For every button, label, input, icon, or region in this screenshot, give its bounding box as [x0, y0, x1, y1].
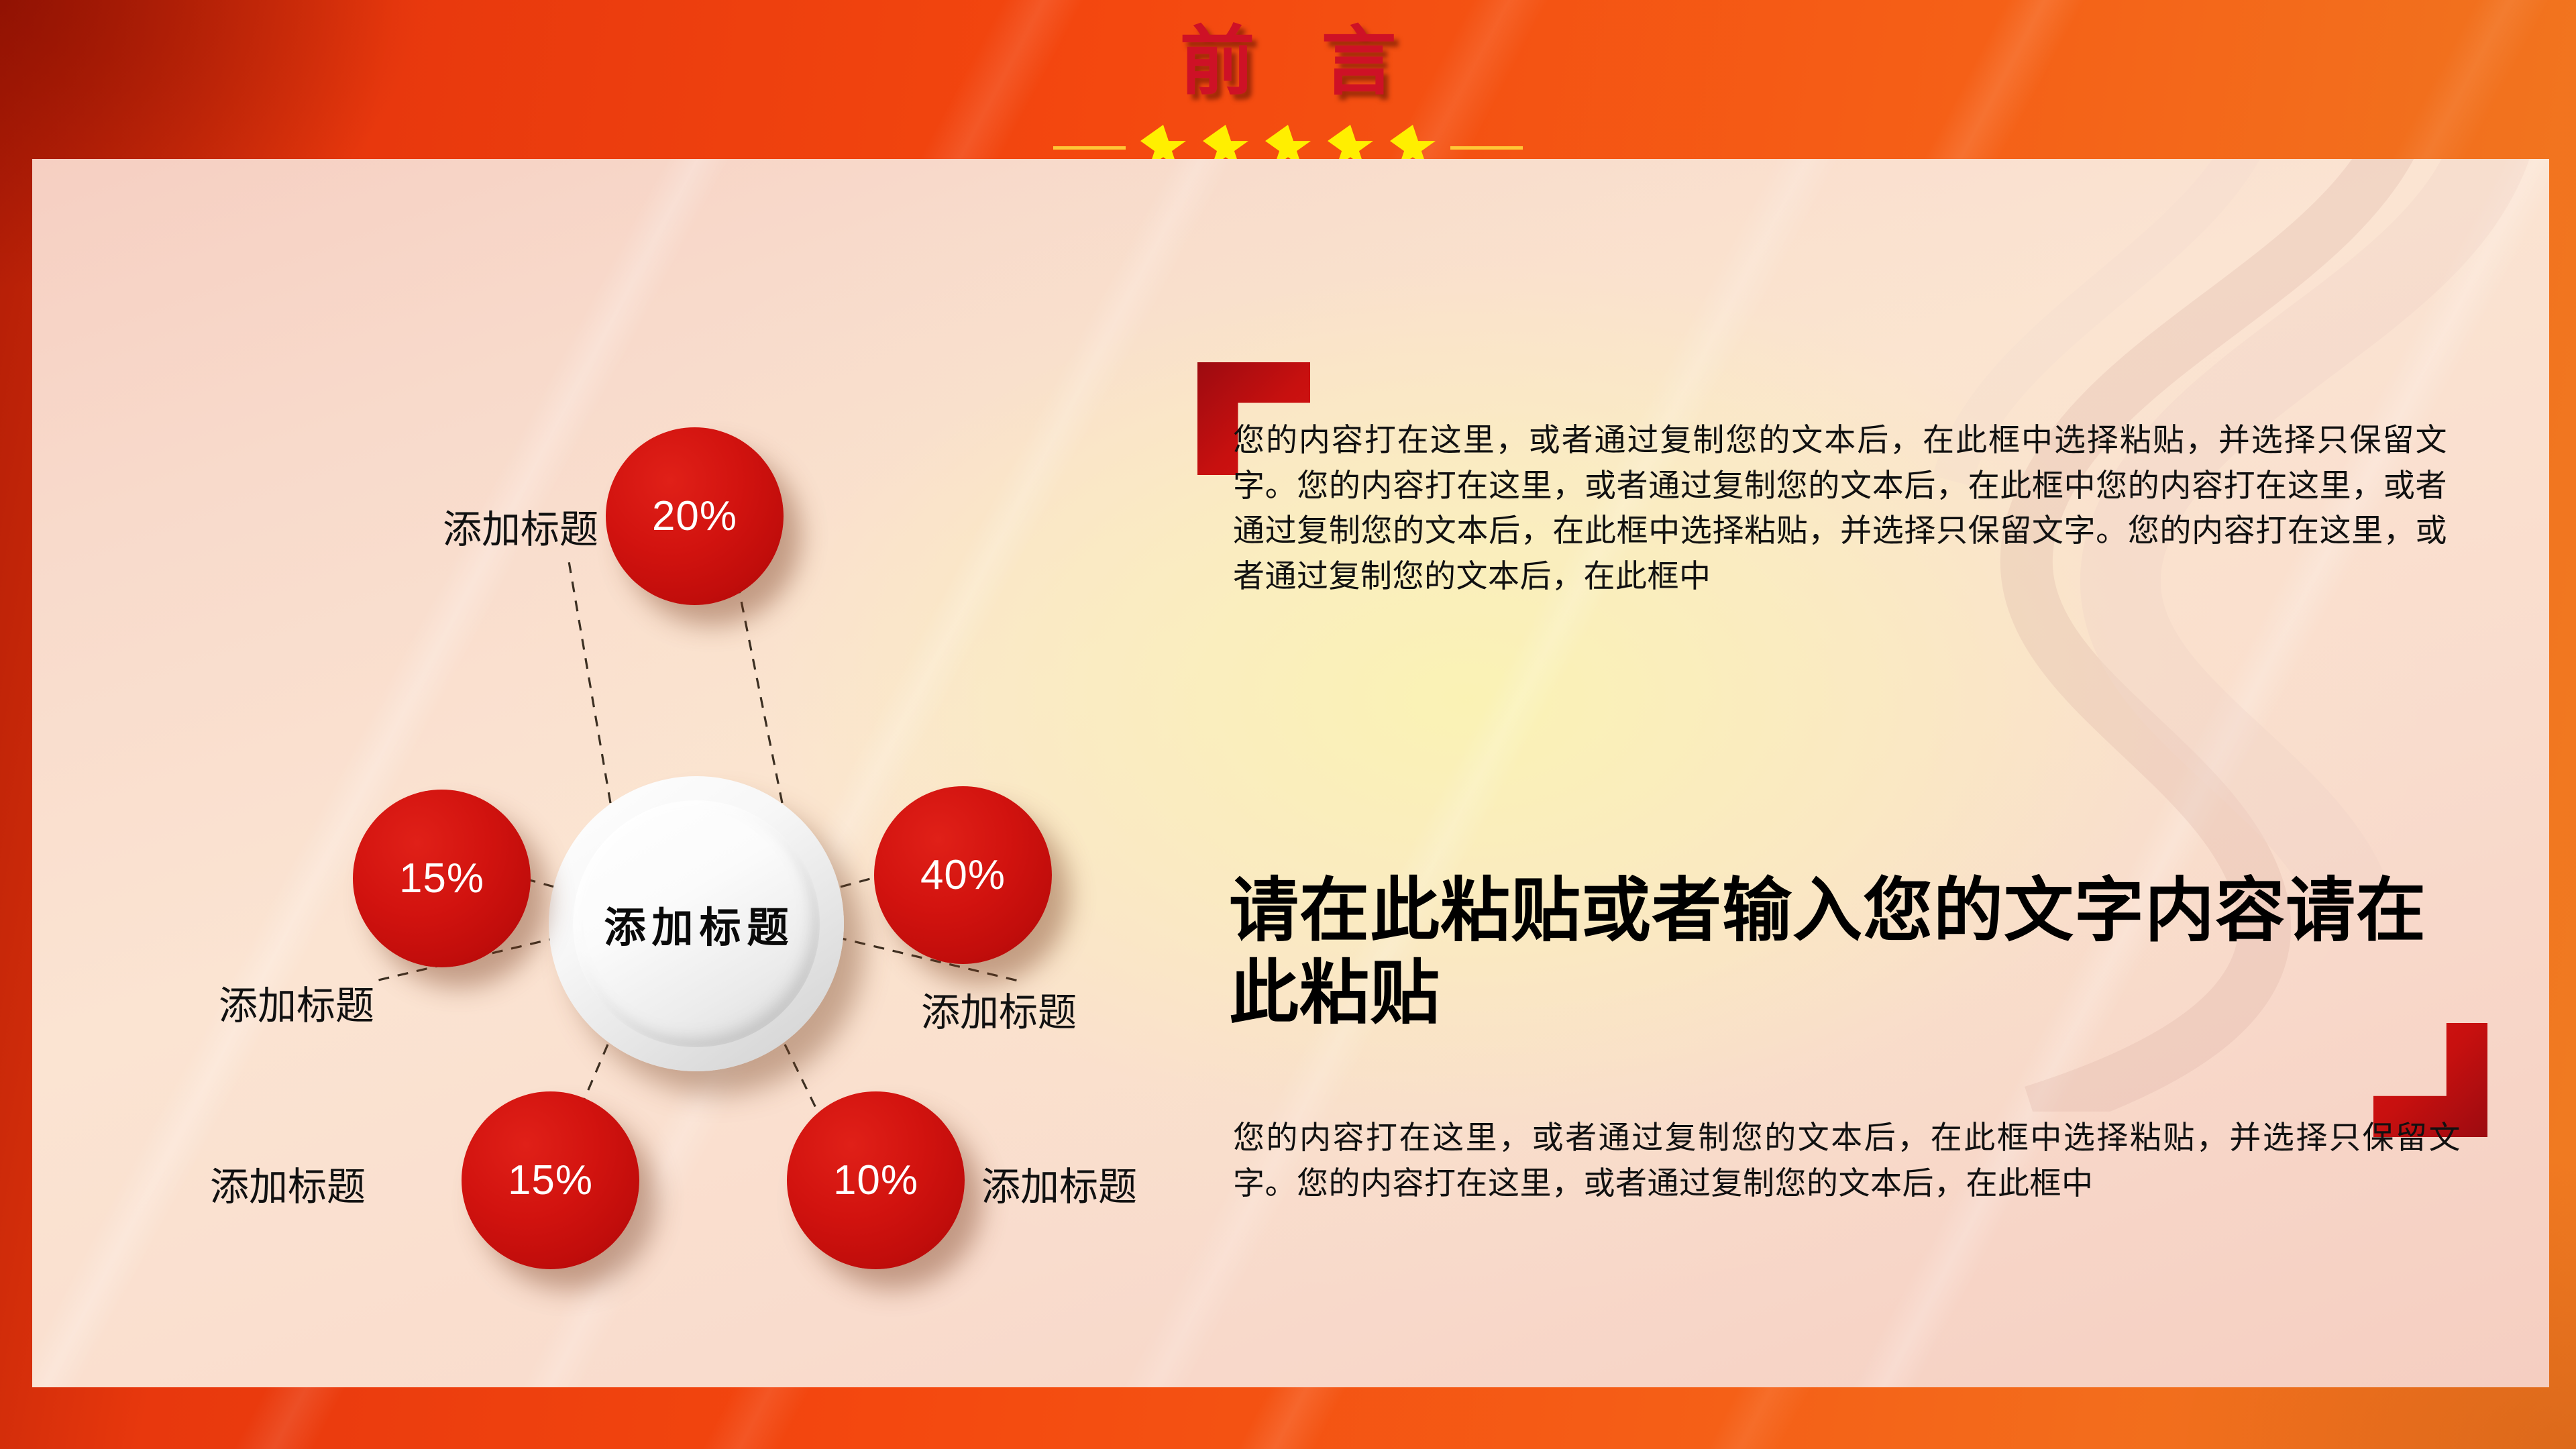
page-title: 前 言 [1179, 19, 1419, 103]
diagram-node-right[interactable]: 40% [874, 786, 1052, 964]
body-paragraph-bottom: 您的内容打在这里，或者通过复制您的文本后，在此框中选择粘贴，并选择只保留文字。您… [1233, 1120, 2461, 1201]
slide-header: 前 言 [0, 0, 2576, 168]
diagram-node-value: 15% [507, 1157, 594, 1203]
section-headline: 请在此粘贴或者输入您的文字内容请在此粘贴 [1229, 872, 2427, 1032]
circle-diagram: 添加标题 20% 添加标题 40% 添加标题 10% 添加标题 15% 添加标题 [32, 159, 1240, 1387]
diagram-node-label-right: 添加标题 [921, 991, 1077, 1034]
diagram-hub[interactable]: 添加标题 [549, 776, 844, 1071]
diagram-node-label-bottom-right: 添加标题 [981, 1165, 1138, 1209]
diagram-node-label-top: 添加标题 [443, 508, 599, 551]
diagram-hub-label: 添加标题 [604, 905, 795, 951]
diagram-hub-inner: 添加标题 [573, 800, 820, 1047]
divider-rule-left [1053, 146, 1126, 150]
content-panel: 添加标题 20% 添加标题 40% 添加标题 10% 添加标题 15% 添加标题 [32, 159, 2549, 1387]
body-paragraph-top: 您的内容打在这里，或者通过复制您的文本后，在此框中选择粘贴，并选择只保留文字。您… [1233, 422, 2447, 594]
diagram-node-bottom-right[interactable]: 10% [787, 1091, 965, 1269]
diagram-node-label-left: 添加标题 [219, 984, 375, 1028]
diagram-node-left[interactable]: 15% [353, 790, 531, 967]
divider-rule-right [1450, 146, 1523, 150]
diagram-node-top[interactable]: 20% [606, 427, 784, 605]
diagram-node-value: 15% [398, 855, 485, 902]
text-column: 您的内容打在这里，或者通过复制您的文本后，在此框中选择粘贴，并选择只保留文字。您… [1173, 159, 2549, 1387]
diagram-node-bottom-left[interactable]: 15% [462, 1091, 639, 1269]
diagram-node-value: 40% [920, 852, 1006, 898]
diagram-node-value: 20% [651, 493, 738, 539]
diagram-node-label-bottom-left: 添加标题 [210, 1165, 366, 1209]
diagram-node-value: 10% [833, 1157, 919, 1203]
